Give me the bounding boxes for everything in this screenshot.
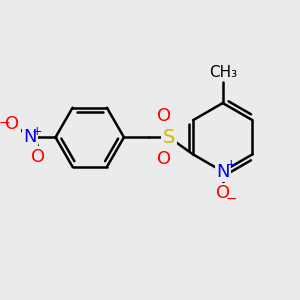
Text: N: N xyxy=(216,163,230,181)
Text: O: O xyxy=(216,184,230,202)
Text: N: N xyxy=(23,128,37,146)
Text: O: O xyxy=(5,115,20,133)
Text: −: − xyxy=(226,192,237,206)
Text: CH₃: CH₃ xyxy=(209,64,237,80)
Text: +: + xyxy=(32,125,42,138)
Text: O: O xyxy=(157,150,171,168)
Text: −: − xyxy=(0,116,11,130)
Text: O: O xyxy=(31,148,45,166)
Text: +: + xyxy=(225,158,236,171)
Text: O: O xyxy=(157,107,171,125)
Text: S: S xyxy=(163,128,175,147)
